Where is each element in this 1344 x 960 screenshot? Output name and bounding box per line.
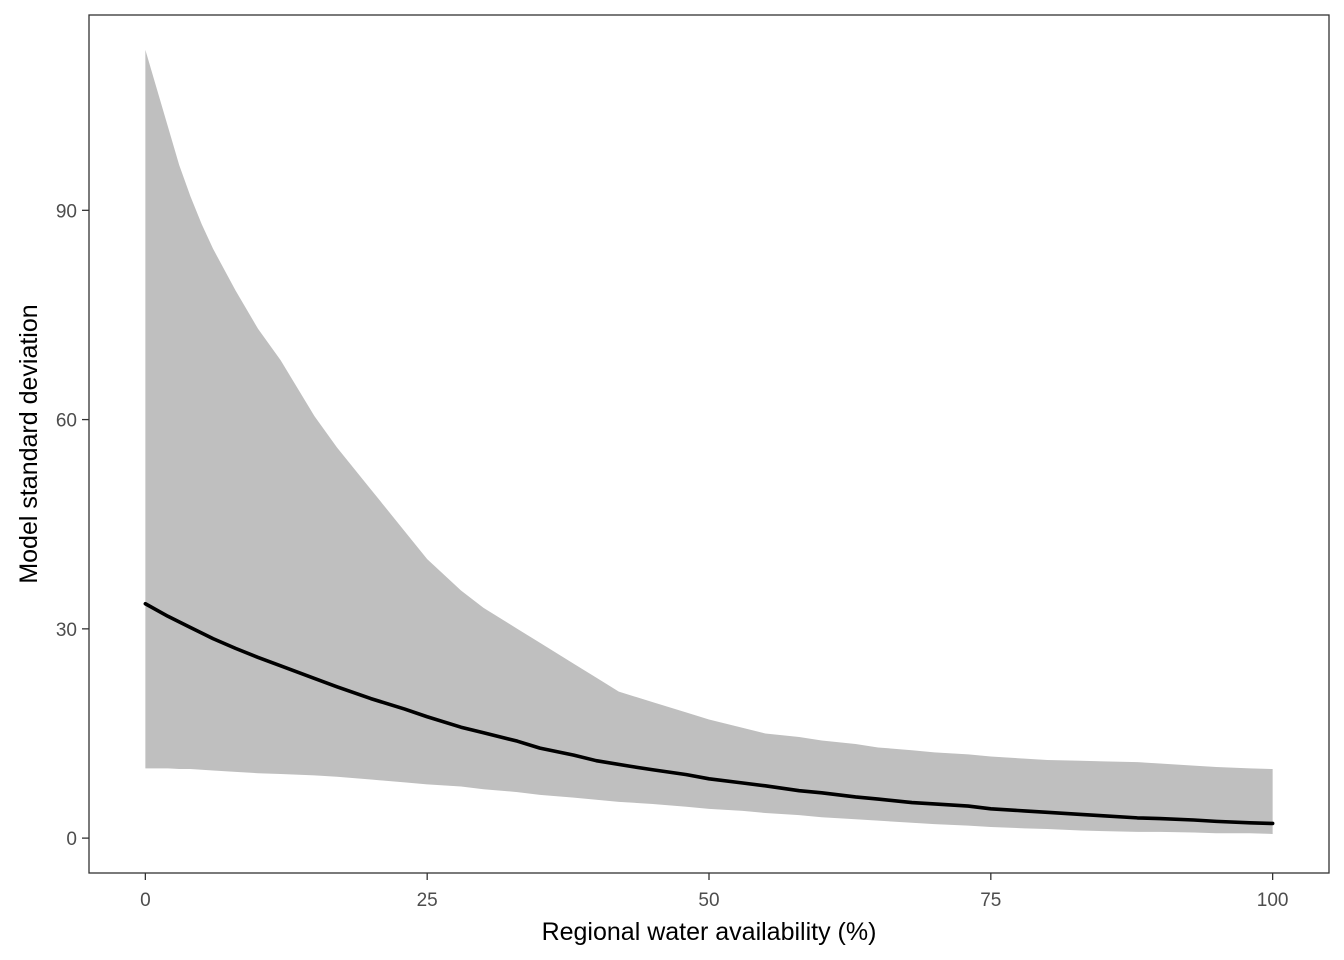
y-tick-label: 90 <box>56 201 77 222</box>
confidence-band <box>145 49 1273 834</box>
plot-panel <box>143 49 1275 834</box>
y-axis-title: Model standard deviation <box>15 304 43 583</box>
x-axis-title: Regional water availability (%) <box>542 918 877 946</box>
x-tick-label: 100 <box>1257 890 1289 911</box>
y-tick-label: 30 <box>56 620 77 641</box>
x-axis: 0 25 50 75 100 <box>140 873 1288 911</box>
mean-line <box>143 601 1275 826</box>
x-tick-label: 25 <box>417 890 438 911</box>
x-tick-label: 75 <box>980 890 1001 911</box>
y-axis: 0 30 60 90 <box>56 201 89 850</box>
x-tick-label: 0 <box>140 890 151 911</box>
y-tick-label: 0 <box>66 829 77 850</box>
x-tick-label: 50 <box>698 890 719 911</box>
y-tick-label: 60 <box>56 411 77 432</box>
